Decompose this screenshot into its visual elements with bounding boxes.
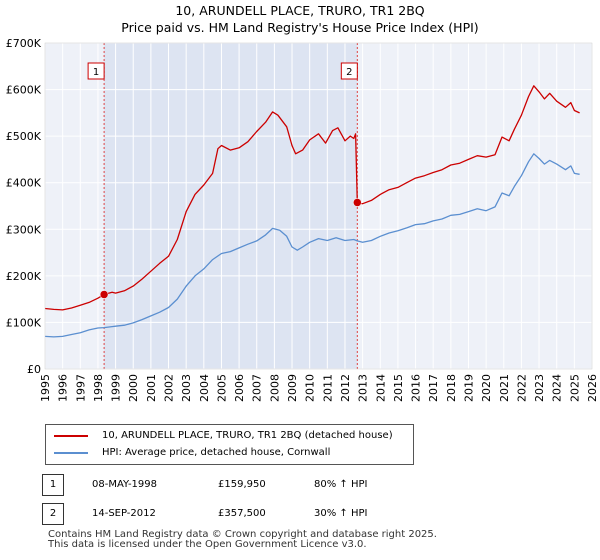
x-tick-label: 2025 xyxy=(568,374,581,402)
x-tick-label: 2015 xyxy=(392,374,405,402)
x-tick-label: 2014 xyxy=(374,374,387,402)
x-tick-label: 2023 xyxy=(533,374,546,402)
sale-hpi-diff: 80% ↑ HPI xyxy=(314,479,368,490)
x-tick-label: 2006 xyxy=(233,374,246,402)
sale-date: 14-SEP-2012 xyxy=(92,508,156,519)
x-tick-label: 1997 xyxy=(74,374,87,402)
chart-legend: 10, ARUNDELL PLACE, TRURO, TR1 2BQ (deta… xyxy=(45,424,414,465)
y-tick-label: £600K xyxy=(6,84,42,97)
footer-line2: This data is licensed under the Open Gov… xyxy=(48,539,367,550)
x-tick-label: 2020 xyxy=(480,374,493,402)
sale-point xyxy=(353,198,362,207)
x-tick-label: 2021 xyxy=(498,374,511,402)
legend-swatch-property xyxy=(54,435,88,437)
sale-price: £357,500 xyxy=(218,508,266,519)
ownership-shade xyxy=(104,43,358,369)
sale-price: £159,950 xyxy=(218,479,266,490)
y-tick-label: £200K xyxy=(6,270,42,283)
x-tick-label: 1998 xyxy=(92,374,105,402)
x-tick-label: 2002 xyxy=(163,374,176,402)
y-tick-label: £300K xyxy=(6,223,42,236)
y-tick-label: £700K xyxy=(6,37,42,50)
x-tick-label: 2012 xyxy=(339,374,352,402)
y-tick-label: £0 xyxy=(27,363,41,376)
footer-attribution: Contains HM Land Registry data © Crown c… xyxy=(48,530,437,550)
x-tick-label: 1999 xyxy=(110,374,123,402)
x-tick-label: 1996 xyxy=(57,374,70,402)
sale-point xyxy=(99,290,109,299)
chart-title-line2: Price paid vs. HM Land Registry's House … xyxy=(121,20,479,35)
x-tick-label: 2011 xyxy=(321,374,334,402)
sale-number-badge: 2 xyxy=(42,503,64,525)
legend-swatch-hpi xyxy=(54,452,88,454)
sale-row-1: 1 08-MAY-1998 £159,950 80% ↑ HPI xyxy=(42,474,562,496)
footer-line1: Contains HM Land Registry data © Crown c… xyxy=(48,529,437,540)
sale-marker-label: 2 xyxy=(346,67,352,78)
plot-frame xyxy=(44,42,593,370)
x-tick-label: 2000 xyxy=(127,374,140,402)
hpi-series-line xyxy=(44,153,580,338)
legend-label-property: 10, ARUNDELL PLACE, TRURO, TR1 2BQ (deta… xyxy=(102,430,393,441)
x-tick-label: 2019 xyxy=(462,374,475,402)
chart-title: 10, ARUNDELL PLACE, TRURO, TR1 2BQ Price… xyxy=(0,2,600,36)
x-tick-label: 2013 xyxy=(357,374,370,402)
x-tick-label: 2018 xyxy=(445,374,458,402)
x-tick-label: 2010 xyxy=(304,374,317,402)
y-tick-label: £100K xyxy=(6,316,42,329)
sale-marker-box xyxy=(87,62,105,80)
x-tick-label: 2008 xyxy=(268,374,281,402)
sale-row-2: 2 14-SEP-2012 £357,500 30% ↑ HPI xyxy=(42,503,562,525)
x-tick-label: 2009 xyxy=(286,374,299,402)
x-tick-label: 2007 xyxy=(251,374,264,402)
chart-title-line1: 10, ARUNDELL PLACE, TRURO, TR1 2BQ xyxy=(175,3,425,18)
x-tick-label: 2005 xyxy=(215,374,228,402)
sale-marker-label: 1 xyxy=(93,67,99,78)
x-tick-label: 2004 xyxy=(198,374,211,402)
property-series-line xyxy=(44,85,580,311)
sale-date: 08-MAY-1998 xyxy=(92,479,158,490)
x-tick-label: 2016 xyxy=(410,374,423,402)
x-tick-label: 2024 xyxy=(551,374,564,402)
sale-marker-box xyxy=(340,62,358,80)
sale-number-badge: 1 xyxy=(42,474,64,496)
x-tick-label: 2003 xyxy=(180,374,193,402)
x-tick-label: 2001 xyxy=(145,374,158,402)
x-tick-label: 2017 xyxy=(427,374,440,402)
x-tick-label: 2022 xyxy=(515,374,528,402)
sale-hpi-diff: 30% ↑ HPI xyxy=(314,508,368,519)
x-tick-label: 2026 xyxy=(586,374,599,402)
legend-label-hpi: HPI: Average price, detached house, Corn… xyxy=(102,447,331,458)
x-tick-label: 1995 xyxy=(39,374,52,402)
y-tick-label: £500K xyxy=(6,130,42,143)
y-tick-label: £400K xyxy=(6,177,42,190)
price-chart: £0 £100K £200K £300K £400K £500K £600K £700K 199… xyxy=(6,37,599,402)
